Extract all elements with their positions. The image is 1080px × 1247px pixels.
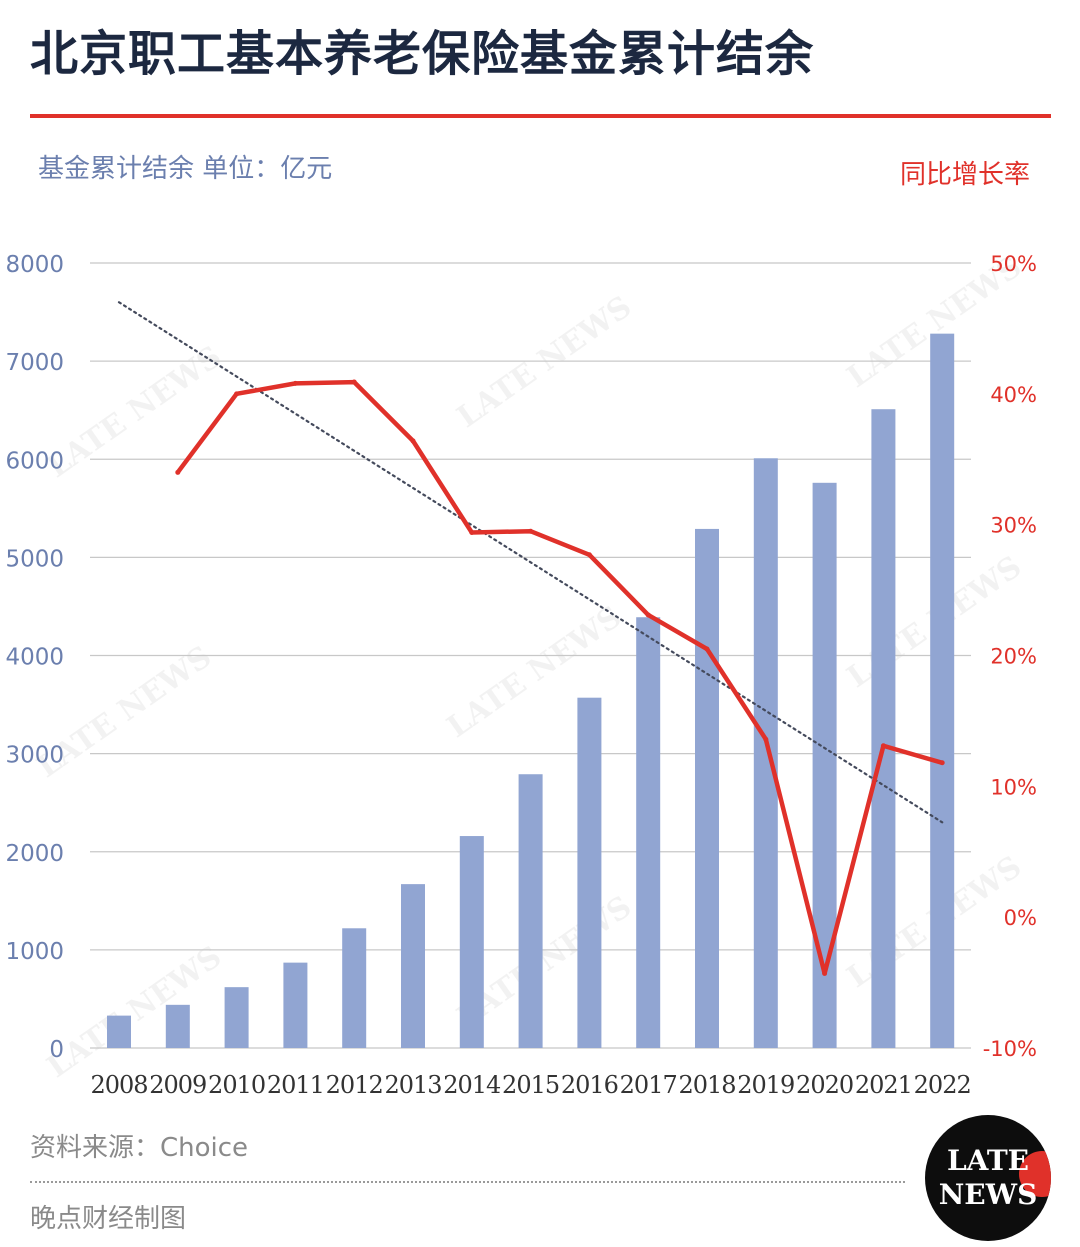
right-tick-label: 10% — [990, 775, 1037, 799]
growth-point-2021 — [880, 743, 886, 749]
growth-point-2012 — [351, 379, 357, 385]
chart-title: 北京职工基本养老保险基金累计结余 — [30, 26, 815, 82]
logo-line-2: NEWS — [938, 1178, 1038, 1211]
x-tick-label: 2017 — [620, 1071, 677, 1099]
watermark-1: LATE NEWS — [451, 289, 638, 435]
right-tick-label: -10% — [983, 1037, 1037, 1061]
right-tick-label: 50% — [990, 252, 1037, 276]
right-tick-label: 30% — [990, 514, 1037, 538]
x-tick-label: 2013 — [384, 1071, 441, 1099]
growth-point-2015 — [528, 528, 534, 534]
growth-rate-line — [175, 379, 945, 976]
left-tick-label: 0 — [49, 1037, 64, 1063]
growth-point-2010 — [234, 391, 240, 397]
right-tick-label: 40% — [990, 383, 1037, 407]
left-tick-label: 6000 — [5, 448, 64, 474]
bar-2016 — [577, 697, 602, 1048]
growth-point-2014 — [469, 530, 475, 536]
x-tick-label: 2011 — [267, 1071, 324, 1099]
bar-2015 — [518, 774, 543, 1048]
late-news-logo: LATE NEWS — [925, 1115, 1051, 1241]
bar-2018 — [695, 528, 719, 1048]
x-tick-label: 2015 — [502, 1071, 559, 1099]
bar-2010 — [224, 987, 249, 1048]
left-tick-label: 5000 — [5, 546, 64, 572]
logo-red-dot — [1019, 1151, 1051, 1197]
growth-point-2019 — [763, 736, 769, 742]
left-axis-label: 基金累计结余 单位：亿元 — [38, 154, 333, 184]
bar-2013 — [401, 884, 425, 1048]
growth-point-2020 — [822, 970, 828, 976]
x-tick-label: 2012 — [326, 1071, 383, 1099]
bar-2011 — [283, 962, 308, 1048]
right-tick-label: 20% — [990, 645, 1037, 669]
x-tick-label: 2018 — [678, 1071, 735, 1099]
x-tick-label: 2020 — [796, 1071, 853, 1099]
credit-note: 晚点财经制图 — [30, 1204, 187, 1234]
logo-line-1: LATE — [946, 1144, 1030, 1177]
x-tick-label: 2008 — [90, 1071, 147, 1099]
left-tick-label: 8000 — [5, 252, 64, 278]
bar-2022 — [930, 333, 955, 1048]
x-tick-label: 2014 — [443, 1071, 501, 1099]
footer-divider — [30, 1181, 905, 1183]
x-tick-label: 2009 — [149, 1071, 206, 1099]
growth-point-2017 — [645, 612, 651, 618]
growth-point-2009 — [175, 469, 181, 475]
x-tick-label: 2016 — [561, 1071, 618, 1099]
left-tick-label: 1000 — [5, 939, 64, 965]
growth-point-2011 — [292, 380, 298, 386]
left-tick-label: 3000 — [5, 743, 64, 769]
bar-2008 — [107, 1015, 131, 1048]
title-divider — [30, 114, 1051, 118]
x-tick-label: 2019 — [737, 1071, 794, 1099]
bar-2017 — [636, 617, 661, 1048]
growth-point-2022 — [939, 760, 945, 766]
bar-2021 — [871, 409, 896, 1048]
x-tick-label: 2010 — [208, 1071, 265, 1099]
left-tick-label: 7000 — [5, 350, 64, 376]
growth-point-2013 — [410, 438, 416, 444]
source-note: 资料来源：Choice — [30, 1133, 249, 1163]
bar-2020 — [812, 482, 837, 1048]
growth-point-2018 — [704, 646, 710, 652]
bar-2009 — [165, 1004, 190, 1048]
right-tick-label: 0% — [1004, 906, 1037, 930]
x-tick-label: 2021 — [855, 1071, 912, 1099]
bar-2019 — [753, 458, 778, 1048]
left-tick-label: 4000 — [5, 645, 64, 671]
right-axis-label: 同比增长率 — [899, 160, 1030, 190]
left-tick-label: 2000 — [5, 841, 64, 867]
watermark-6: LATE NEWS — [41, 939, 228, 1085]
bar-2014 — [459, 836, 484, 1048]
bar-2012 — [342, 928, 367, 1048]
x-tick-label: 2022 — [914, 1071, 971, 1099]
growth-point-2016 — [586, 552, 592, 558]
